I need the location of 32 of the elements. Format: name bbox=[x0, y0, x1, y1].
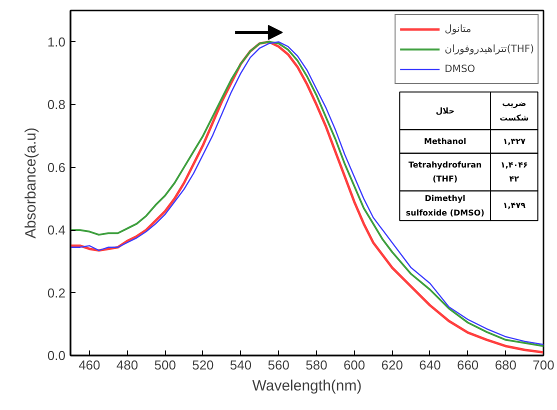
annotation: Methanol bbox=[424, 136, 466, 146]
x-tick-label: 460 bbox=[78, 358, 100, 372]
x-tick-label: 700 bbox=[532, 358, 554, 372]
x-tick-label: 600 bbox=[343, 358, 366, 372]
annotation: Tetrahydrofuran (THF) bbox=[408, 160, 482, 184]
x-axis-title: Wavelength(nm) bbox=[252, 378, 362, 394]
annotation: حلال bbox=[436, 106, 455, 116]
x-tick-label: 620 bbox=[381, 358, 403, 372]
legend-label: متانول bbox=[444, 23, 472, 35]
y-tick-label: 0.0 bbox=[47, 348, 66, 363]
annotation: ۱,۴۰۴۶۴۲ bbox=[500, 160, 528, 184]
y-axis-title: Absorbance(a.u) bbox=[22, 128, 40, 238]
y-tick-label: 0.6 bbox=[47, 160, 66, 175]
x-tick-label: 500 bbox=[154, 358, 176, 372]
x-tick-label: 660 bbox=[456, 358, 479, 372]
y-tick-label: 0.8 bbox=[47, 97, 66, 112]
x-tick-label: 640 bbox=[419, 358, 441, 372]
annotation: ۱,۳۲۷ bbox=[502, 136, 526, 146]
y-tick-label: 0.2 bbox=[47, 285, 66, 300]
y-tick-label: 1.0 bbox=[47, 34, 66, 50]
annotation: Dimethyl sulfoxide (DMSO) bbox=[406, 194, 484, 218]
legend-label: DMSO bbox=[444, 63, 476, 75]
legend-label: تتراهیدروفوران(THF) bbox=[444, 43, 534, 55]
x-tick-label: 520 bbox=[192, 358, 214, 372]
x-tick-label: 580 bbox=[306, 358, 328, 372]
annotation: ۱,۴۷۹ bbox=[502, 201, 526, 210]
x-tick-label: 560 bbox=[268, 358, 290, 372]
y-tick-label: 0.4 bbox=[47, 222, 66, 238]
annotation: ضریب شکست bbox=[500, 99, 529, 123]
x-tick-label: 540 bbox=[230, 358, 252, 372]
x-tick-label: 680 bbox=[494, 358, 517, 372]
x-tick-label: 480 bbox=[116, 358, 138, 372]
